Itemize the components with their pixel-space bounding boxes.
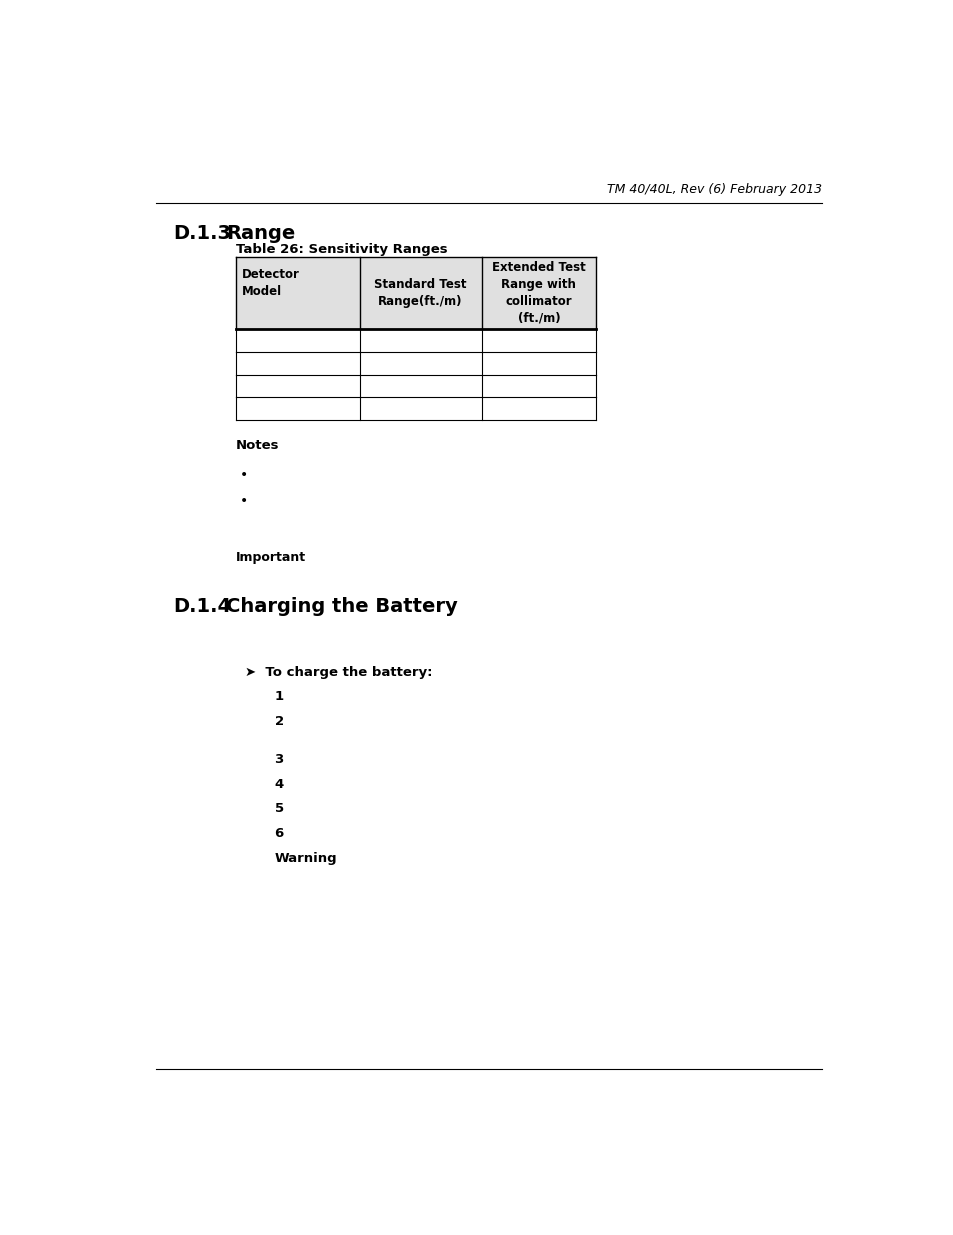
Text: Important: Important <box>235 551 306 564</box>
Text: 6: 6 <box>274 827 283 840</box>
Text: Detector
Model: Detector Model <box>242 268 299 298</box>
Text: 1: 1 <box>274 690 283 703</box>
Text: Warning: Warning <box>274 852 336 864</box>
Text: TM 40/40L, Rev (6) February 2013: TM 40/40L, Rev (6) February 2013 <box>606 183 821 196</box>
Text: D.1.4: D.1.4 <box>173 597 232 616</box>
Text: 5: 5 <box>274 803 283 815</box>
Text: 3: 3 <box>274 753 283 766</box>
Text: ➤  To charge the battery:: ➤ To charge the battery: <box>245 666 432 678</box>
Text: Range: Range <box>226 225 295 243</box>
Text: Extended Test
Range with
collimator
(ft./m): Extended Test Range with collimator (ft.… <box>492 261 585 325</box>
Text: Standard Test
Range(ft./m): Standard Test Range(ft./m) <box>374 278 466 308</box>
Text: 2: 2 <box>274 715 283 727</box>
Text: •: • <box>239 468 248 482</box>
Text: Table 26: Sensitivity Ranges: Table 26: Sensitivity Ranges <box>235 243 447 257</box>
Text: Charging the Battery: Charging the Battery <box>226 597 457 616</box>
Text: •: • <box>239 494 248 509</box>
Text: D.1.3: D.1.3 <box>173 225 231 243</box>
Text: Notes: Notes <box>235 440 279 452</box>
Text: 4: 4 <box>274 778 283 790</box>
Bar <box>235 257 596 329</box>
